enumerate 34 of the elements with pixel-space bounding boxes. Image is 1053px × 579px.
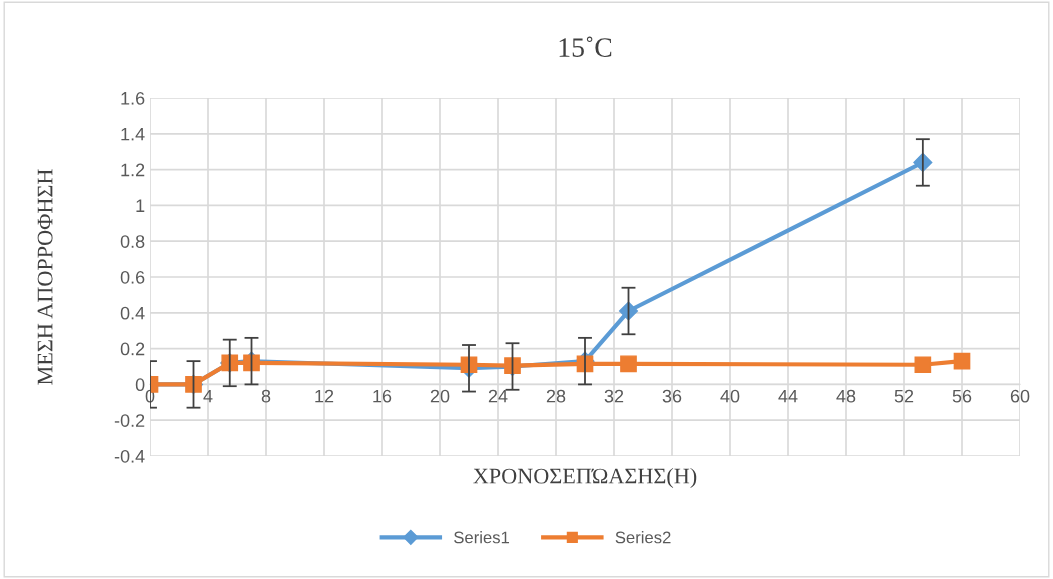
y-tick-label: 1.6	[121, 91, 145, 105]
x-tick-label: 20	[430, 389, 450, 403]
y-tick-label: -0.2	[114, 414, 145, 427]
x-tick-label: 48	[836, 389, 856, 403]
x-tick-label: 12	[315, 389, 334, 403]
x-tick-label: 8	[261, 389, 271, 403]
y-tick-label: 0.8	[120, 235, 145, 248]
legend-label: Series1	[454, 531, 510, 544]
y-tick-label: -0.4	[114, 449, 145, 463]
y-tick-label: 1.4	[121, 127, 145, 141]
x-tick-label: 32	[604, 389, 624, 403]
x-tick-label: 40	[720, 389, 740, 403]
y-tick-label: 0.2	[120, 342, 145, 356]
x-tick-label: 52	[894, 389, 914, 403]
y-tick-label: 1	[136, 199, 145, 212]
x-tick-label: 24	[488, 389, 508, 403]
x-tick-label: 16	[373, 389, 392, 403]
y-tick-label: 0.6	[120, 270, 145, 284]
y-axis-title: ΜΕΣΗ ΑΠΟΡΡΟΦΗΣΗ	[37, 169, 53, 385]
chart-title: 15˚C	[559, 36, 612, 57]
point	[620, 355, 637, 373]
point	[953, 352, 971, 370]
y-tick-label: 1.2	[121, 163, 145, 177]
y-tick-label: 0.4	[120, 306, 145, 320]
y-tick-label: 0	[135, 378, 145, 392]
x-tick-label: 4	[203, 389, 213, 403]
x-tick-label: 56	[952, 389, 972, 403]
legend-label: Series2	[615, 531, 671, 544]
x-tick-label: 44	[778, 389, 798, 403]
x-axis-title: ΧΡΟΝΟΣΕΠΏΑΣΗΣ(Η)	[473, 467, 697, 489]
point	[914, 356, 932, 374]
x-tick-label: 36	[662, 389, 682, 403]
x-tick-label: 28	[546, 389, 566, 403]
x-tick-label: 60	[1010, 389, 1030, 403]
